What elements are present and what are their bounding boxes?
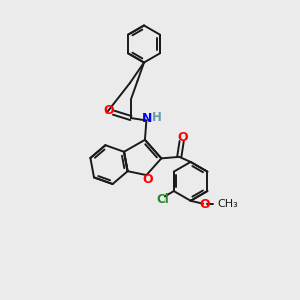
Text: CH₃: CH₃ xyxy=(218,199,238,209)
Text: O: O xyxy=(142,173,153,186)
Text: O: O xyxy=(103,104,114,117)
Text: O: O xyxy=(178,131,188,144)
Text: Cl: Cl xyxy=(156,193,169,206)
Text: O: O xyxy=(200,198,210,211)
Text: H: H xyxy=(152,111,162,124)
Text: N: N xyxy=(142,112,152,125)
